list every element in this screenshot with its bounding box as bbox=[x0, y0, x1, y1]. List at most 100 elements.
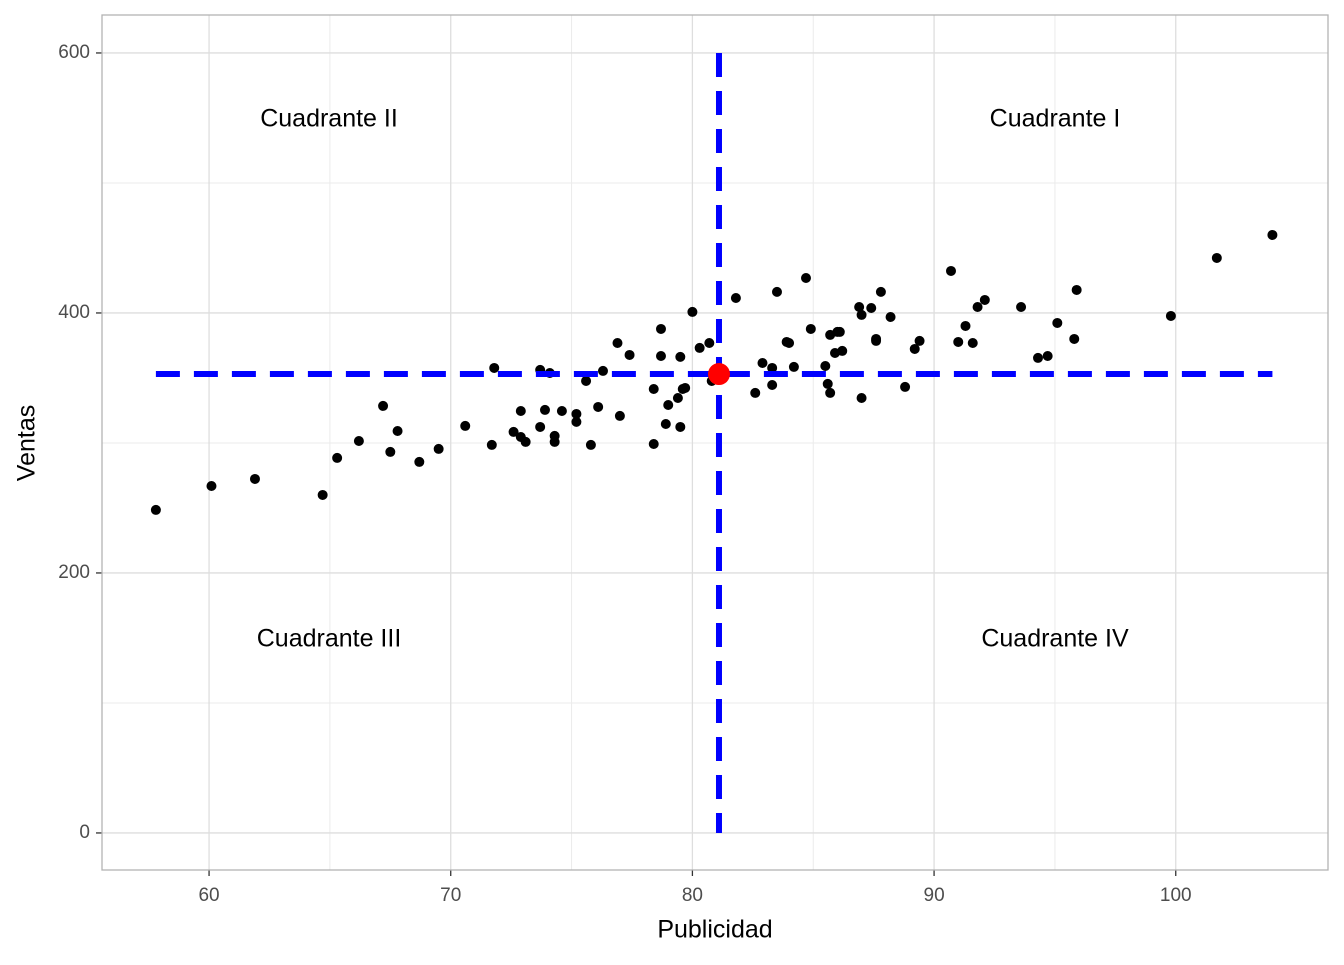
point bbox=[680, 382, 691, 393]
point bbox=[655, 350, 666, 361]
point bbox=[206, 480, 217, 491]
point bbox=[392, 425, 403, 436]
point bbox=[385, 446, 396, 457]
point bbox=[800, 272, 811, 283]
point bbox=[788, 361, 799, 372]
point bbox=[805, 323, 816, 334]
point bbox=[539, 404, 550, 415]
point bbox=[885, 311, 896, 322]
point bbox=[856, 309, 867, 320]
point bbox=[704, 337, 715, 348]
point bbox=[515, 405, 526, 416]
point bbox=[150, 504, 161, 515]
point bbox=[433, 443, 444, 454]
x-tick-label: 70 bbox=[440, 885, 461, 906]
quadrant-label: Cuadrante II bbox=[260, 105, 398, 133]
point bbox=[757, 358, 768, 369]
point bbox=[508, 426, 519, 437]
point bbox=[571, 408, 582, 419]
point bbox=[1071, 284, 1082, 295]
x-axis-title: Publicidad bbox=[657, 916, 772, 944]
point bbox=[675, 421, 686, 432]
point bbox=[624, 349, 635, 360]
point bbox=[960, 320, 971, 331]
point bbox=[875, 286, 886, 297]
point bbox=[914, 335, 925, 346]
point bbox=[979, 294, 990, 305]
point bbox=[520, 436, 531, 447]
point bbox=[953, 336, 964, 347]
point bbox=[730, 293, 741, 304]
point bbox=[414, 456, 425, 467]
point bbox=[856, 392, 867, 403]
point bbox=[834, 326, 845, 337]
point bbox=[1165, 310, 1176, 321]
point bbox=[585, 439, 596, 450]
x-tick-label: 80 bbox=[682, 885, 703, 906]
point bbox=[866, 303, 877, 314]
point bbox=[660, 418, 671, 429]
point bbox=[460, 420, 471, 431]
point bbox=[767, 362, 778, 373]
x-tick-label: 60 bbox=[198, 885, 219, 906]
quadrant-label: Cuadrante I bbox=[990, 105, 1121, 133]
point bbox=[1016, 301, 1027, 312]
point bbox=[675, 351, 686, 362]
y-axis-title: Ventas bbox=[13, 405, 41, 481]
point bbox=[353, 436, 364, 447]
point bbox=[486, 439, 497, 450]
point bbox=[597, 365, 608, 376]
y-tick-label: 200 bbox=[58, 562, 90, 583]
point bbox=[378, 400, 389, 411]
point bbox=[1042, 350, 1053, 361]
point bbox=[945, 265, 956, 276]
point bbox=[1052, 317, 1063, 328]
panel-border bbox=[101, 14, 1329, 871]
point bbox=[489, 362, 500, 373]
point bbox=[317, 489, 328, 500]
point bbox=[332, 452, 343, 463]
point bbox=[655, 323, 666, 334]
point bbox=[694, 342, 705, 353]
point bbox=[820, 360, 831, 371]
point bbox=[549, 436, 560, 447]
point bbox=[612, 337, 623, 348]
point bbox=[771, 286, 782, 297]
point bbox=[663, 399, 674, 410]
point bbox=[967, 337, 978, 348]
point bbox=[648, 438, 659, 449]
point bbox=[909, 343, 920, 354]
mean-point bbox=[707, 363, 730, 386]
x-tick-label: 100 bbox=[1160, 885, 1192, 906]
x-tick-label: 90 bbox=[924, 885, 945, 906]
point bbox=[593, 401, 604, 412]
point bbox=[822, 378, 833, 389]
point bbox=[1069, 333, 1080, 344]
point bbox=[687, 306, 698, 317]
point bbox=[837, 345, 848, 356]
point bbox=[825, 387, 836, 398]
point bbox=[571, 416, 582, 427]
point bbox=[854, 301, 865, 312]
point bbox=[581, 375, 592, 386]
point bbox=[556, 405, 567, 416]
y-tick-label: 0 bbox=[79, 822, 90, 843]
point bbox=[614, 410, 625, 421]
y-tick-label: 400 bbox=[58, 302, 90, 323]
point bbox=[871, 335, 882, 346]
y-tick-label: 600 bbox=[58, 42, 90, 63]
point bbox=[535, 421, 546, 432]
point bbox=[972, 301, 983, 312]
point bbox=[672, 392, 683, 403]
point bbox=[1267, 229, 1278, 240]
point bbox=[767, 379, 778, 390]
quadrant-label: Cuadrante III bbox=[257, 625, 402, 653]
point bbox=[249, 473, 260, 484]
point bbox=[900, 381, 911, 392]
quadrant-label: Cuadrante IV bbox=[981, 625, 1129, 653]
point bbox=[784, 337, 795, 348]
point bbox=[750, 387, 761, 398]
point bbox=[648, 384, 659, 395]
